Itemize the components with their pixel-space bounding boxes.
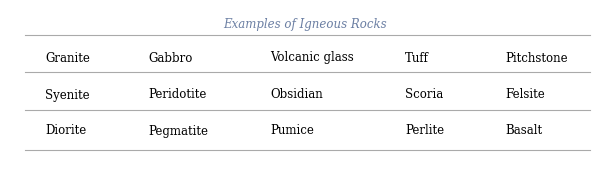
Text: Scoria: Scoria — [405, 89, 443, 101]
Text: Perlite: Perlite — [405, 125, 444, 137]
Text: Granite: Granite — [45, 51, 90, 64]
Text: Examples of Igneous Rocks: Examples of Igneous Rocks — [223, 18, 387, 31]
Text: Diorite: Diorite — [45, 125, 86, 137]
Text: Volcanic glass: Volcanic glass — [270, 51, 354, 64]
Text: Pumice: Pumice — [270, 125, 314, 137]
Text: Pegmatite: Pegmatite — [148, 125, 208, 137]
Text: Felsite: Felsite — [505, 89, 545, 101]
Text: Obsidian: Obsidian — [270, 89, 323, 101]
Text: Gabbro: Gabbro — [148, 51, 192, 64]
Text: Peridotite: Peridotite — [148, 89, 206, 101]
Text: Pitchstone: Pitchstone — [505, 51, 568, 64]
Text: Tuff: Tuff — [405, 51, 429, 64]
Text: Basalt: Basalt — [505, 125, 542, 137]
Text: Syenite: Syenite — [45, 89, 90, 101]
